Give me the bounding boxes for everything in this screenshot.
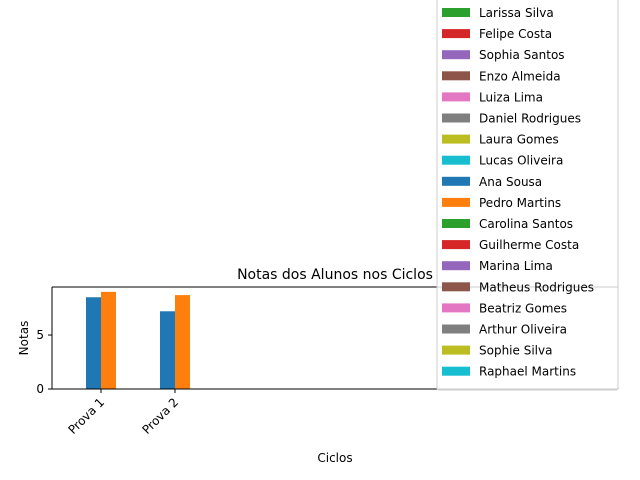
legend-label: Sophie Silva <box>479 344 552 358</box>
x-tick-label: Prova 1 <box>65 395 107 437</box>
legend-swatch <box>442 134 470 144</box>
legend-label: Marina Lima <box>479 259 553 273</box>
legend-frame <box>436 0 619 391</box>
bar-ana-sousa-prova-2 <box>160 311 175 389</box>
legend-swatch <box>442 261 470 271</box>
legend-swatch <box>442 240 470 250</box>
legend-swatch <box>442 92 470 102</box>
bar-pedro-martins-prova-1 <box>101 291 116 389</box>
legend-swatch <box>442 197 470 207</box>
legend-label: Carolina Santos <box>479 217 573 231</box>
legend-label: Ana Sousa <box>479 175 542 189</box>
legend-swatch <box>442 113 470 123</box>
legend-swatch <box>442 219 470 228</box>
legend-swatch <box>442 282 470 292</box>
legend-swatch <box>442 8 470 17</box>
legend-swatch <box>442 324 470 334</box>
legend: Larissa Silva Felipe Costa Sophia Santos En… <box>436 0 619 391</box>
legend-label: Laura Gomes <box>479 133 559 147</box>
legend-items: Larissa Silva Felipe Costa Sophia Santos En… <box>442 6 594 379</box>
x-ticks-group: Prova 1 Prova 2 <box>65 389 181 437</box>
x-tick-label: Prova 2 <box>139 395 181 437</box>
legend-label: Felipe Costa <box>479 27 552 41</box>
legend-swatch <box>442 29 470 39</box>
legend-swatch <box>442 366 470 376</box>
legend-swatch <box>442 155 470 165</box>
y-ticks-group: 05 <box>36 328 52 396</box>
chart-title: Notas dos Alunos nos Ciclos <box>237 267 433 283</box>
legend-label: Luiza Lima <box>479 90 543 104</box>
legend-label: Sophia Santos <box>479 48 565 62</box>
legend-label: Enzo Almeida <box>479 69 561 83</box>
legend-label: Arthur Oliveira <box>479 323 567 337</box>
legend-label: Daniel Rodrigues <box>479 112 581 126</box>
legend-label: Beatriz Gomes <box>479 301 567 315</box>
legend-label: Lucas Oliveira <box>479 154 563 168</box>
x-axis-label: Ciclos <box>317 451 352 465</box>
legend-swatch <box>442 345 470 355</box>
bars-group <box>86 291 190 389</box>
legend-swatch <box>442 71 470 81</box>
y-axis-label: Notas <box>17 321 31 356</box>
legend-label: Pedro Martins <box>479 196 561 210</box>
legend-label: Guilherme Costa <box>479 238 579 252</box>
bar-ana-sousa-prova-1 <box>86 297 101 389</box>
y-tick-label: 5 <box>36 328 44 342</box>
legend-swatch <box>442 176 470 186</box>
legend-label: Raphael Martins <box>479 365 576 379</box>
legend-swatch <box>442 303 470 313</box>
legend-label: Larissa Silva <box>479 6 554 20</box>
legend-label: Matheus Rodrigues <box>479 280 594 294</box>
y-tick-label: 0 <box>36 382 44 396</box>
bar-pedro-martins-prova-2 <box>175 295 190 389</box>
legend-swatch <box>442 50 470 60</box>
